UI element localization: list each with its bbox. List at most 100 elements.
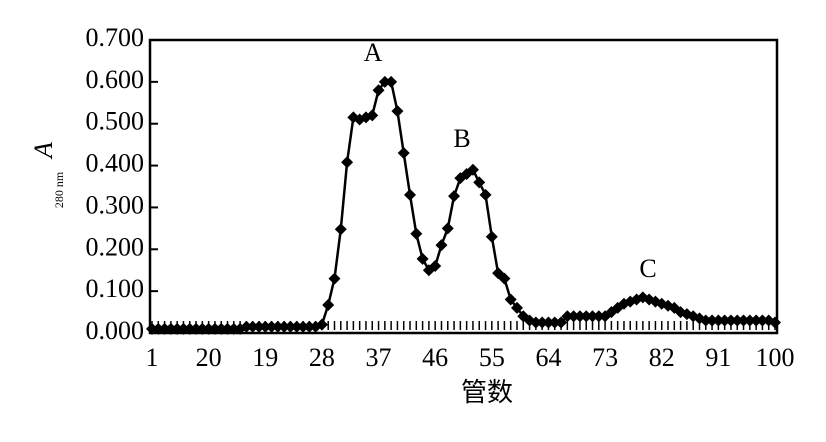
data-point	[548, 316, 561, 329]
data-point	[278, 320, 291, 333]
y-tick-label: 0.700	[86, 23, 145, 52]
data-point	[196, 322, 209, 335]
data-point	[750, 314, 763, 327]
x-tick-label: 46	[422, 343, 448, 372]
data-point	[378, 75, 391, 88]
data-point	[699, 314, 712, 327]
data-point	[385, 75, 398, 88]
y-axis-title: A 280 nm	[29, 142, 66, 208]
x-tick-label: 64	[535, 343, 561, 372]
x-tick-label: 37	[366, 343, 392, 372]
data-point	[177, 322, 190, 335]
y-tick-label: 0.400	[86, 149, 145, 178]
data-line	[152, 80, 776, 331]
data-point	[743, 314, 756, 327]
y-tick-label: 0.100	[86, 274, 145, 303]
data-point	[221, 322, 234, 335]
data-point	[208, 322, 221, 335]
data-point	[485, 230, 498, 243]
x-tick-label: 91	[705, 343, 731, 372]
x-tick-label: 20	[196, 343, 222, 372]
data-point	[240, 320, 253, 333]
data-point	[215, 322, 228, 335]
data-point	[586, 310, 599, 323]
data-point	[366, 109, 379, 122]
data-point	[529, 316, 542, 329]
peak-label: A	[364, 38, 383, 67]
data-point	[303, 320, 316, 333]
data-point	[171, 322, 184, 335]
peak-label: C	[639, 254, 656, 283]
data-point	[372, 84, 385, 97]
data-point	[504, 293, 517, 306]
y-axis-title-sub: 280 nm	[52, 171, 66, 208]
y-tick-label: 0.300	[86, 190, 145, 219]
data-point	[410, 227, 423, 240]
data-point	[435, 239, 448, 252]
y-tick-label: 0.000	[86, 316, 145, 345]
data-point	[158, 322, 171, 335]
data-point	[202, 322, 215, 335]
data-point	[466, 163, 479, 176]
data-point	[246, 320, 259, 333]
y-axis-title-main: A	[29, 142, 58, 160]
data-point	[448, 190, 461, 203]
data-point	[227, 322, 240, 335]
data-point	[146, 322, 158, 335]
data-point	[404, 188, 417, 201]
x-tick-label: 28	[309, 343, 335, 372]
data-point	[479, 188, 492, 201]
data-point	[297, 320, 310, 333]
data-point	[429, 260, 442, 273]
plot-frame	[148, 38, 779, 335]
data-point	[152, 322, 165, 335]
data-point	[498, 272, 511, 285]
data-point	[334, 223, 347, 236]
x-tick-label: 73	[592, 343, 618, 372]
data-point	[718, 314, 731, 327]
data-point	[712, 314, 725, 327]
x-tick-label: 55	[479, 343, 505, 372]
data-point	[567, 310, 580, 323]
x-tick-label: 82	[649, 343, 675, 372]
data-point	[183, 322, 196, 335]
data-point	[416, 252, 429, 265]
x-tick-label: 100	[756, 343, 795, 372]
data-point	[441, 222, 454, 235]
data-point	[290, 320, 303, 333]
data-point	[737, 314, 750, 327]
y-tick-label: 0.500	[86, 107, 145, 136]
data-point	[259, 320, 272, 333]
data-point	[536, 316, 549, 329]
data-point	[731, 314, 744, 327]
x-tick-label: 19	[252, 343, 278, 372]
data-point	[573, 310, 586, 323]
data-point	[706, 314, 719, 327]
data-point	[542, 316, 555, 329]
data-point	[252, 320, 265, 333]
data-point	[724, 314, 737, 327]
data-point	[473, 176, 486, 189]
x-axis-title: 管数	[461, 378, 513, 407]
data-point	[397, 147, 410, 160]
data-point	[164, 322, 177, 335]
data-point	[190, 322, 203, 335]
data-point	[756, 314, 769, 327]
data-point	[580, 310, 593, 323]
data-point	[322, 298, 335, 311]
y-tick-label: 0.600	[86, 65, 145, 94]
data-point	[555, 316, 568, 329]
data-point	[265, 320, 278, 333]
data-point	[328, 272, 341, 285]
data-point	[315, 318, 328, 331]
data-point	[592, 310, 605, 323]
data-point	[510, 301, 523, 314]
data-point	[391, 105, 404, 118]
peak-label: B	[453, 124, 470, 153]
y-tick-label: 0.200	[86, 232, 145, 261]
data-point	[271, 320, 284, 333]
x-tick-label: 1	[146, 343, 159, 372]
data-point	[769, 316, 781, 329]
